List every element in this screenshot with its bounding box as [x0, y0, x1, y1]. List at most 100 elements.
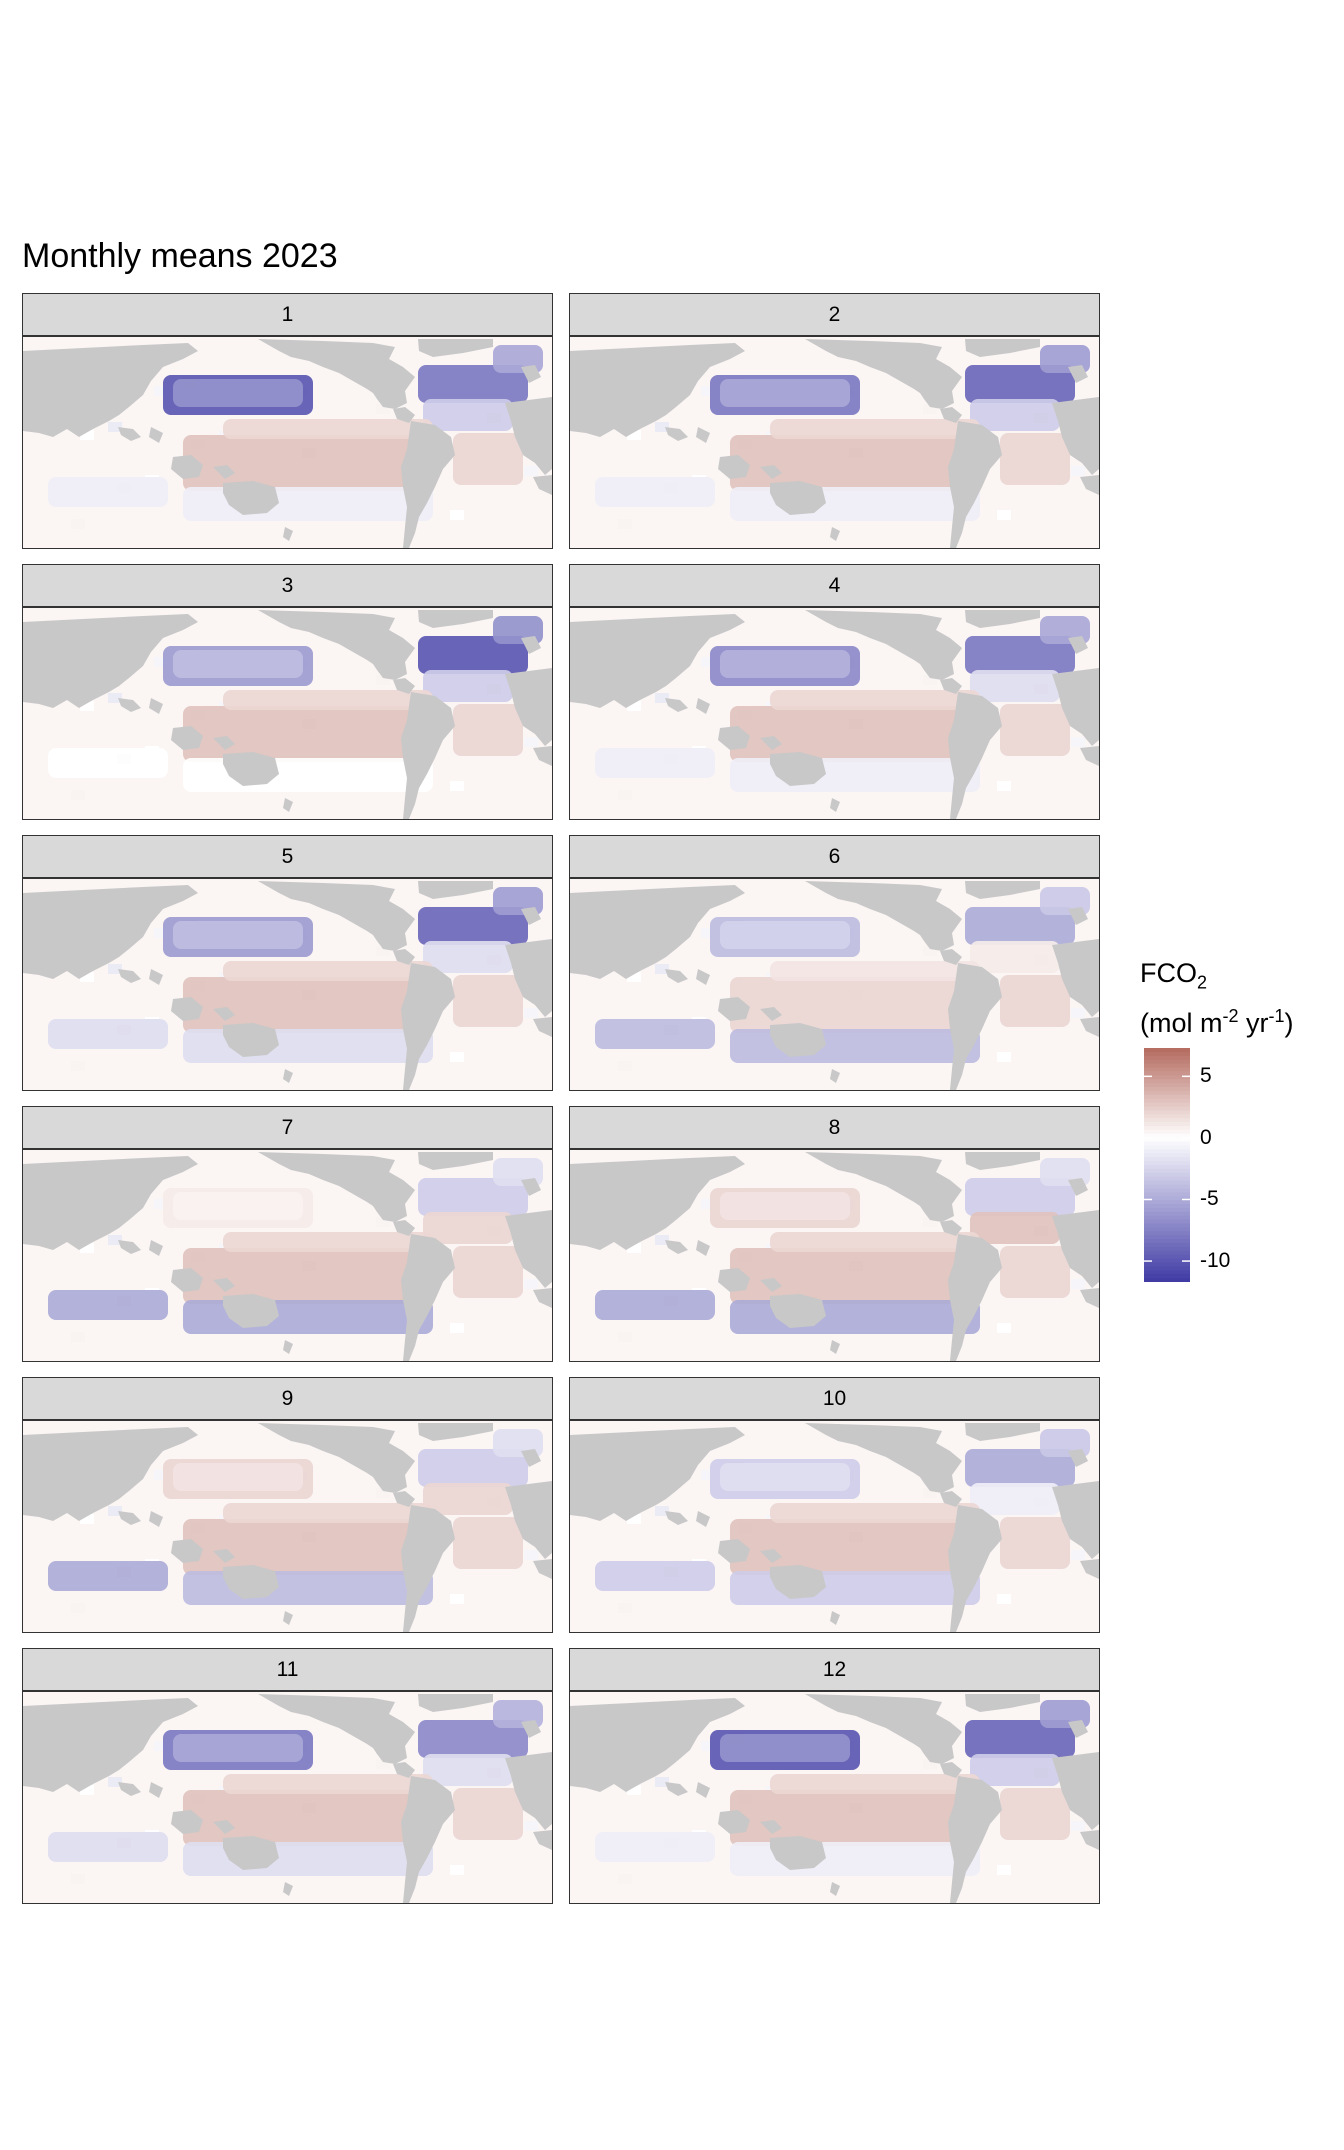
chart-title: Monthly means 2023 — [22, 237, 338, 275]
legend-unit-close: ) — [1284, 1008, 1294, 1039]
flux-cell-background — [618, 1332, 632, 1342]
flux-cell-background — [997, 781, 1011, 791]
flux-region-subpolar-north-atlantic — [965, 636, 1075, 674]
land-mass — [401, 1776, 455, 1903]
flux-region-subarctic-north-pacific — [173, 379, 303, 407]
flux-region-subpolar-north-atlantic — [965, 1178, 1075, 1216]
legend-color-step — [1144, 1180, 1190, 1186]
facet-map-svg — [570, 608, 1099, 819]
legend-color-step — [1144, 1133, 1190, 1139]
legend-color-step — [1144, 1266, 1190, 1271]
facet-strip-label: 11 — [22, 1648, 553, 1692]
flux-region-subtropical-north-atlantic — [970, 941, 1060, 973]
flux-cell-background — [997, 510, 1011, 520]
facet-map — [22, 877, 553, 1091]
flux-region-southern-indian-ocean — [595, 1832, 715, 1862]
facet-strip-label: 8 — [569, 1106, 1100, 1150]
land-mass — [393, 678, 415, 694]
flux-cell-background — [618, 1874, 632, 1884]
flux-region-subarctic-north-pacific — [173, 1192, 303, 1220]
flux-region-tropical-atlantic — [1000, 704, 1070, 756]
land-mass — [1052, 1481, 1099, 1559]
facet-map-svg — [23, 1421, 552, 1632]
legend-color-step — [1144, 1278, 1190, 1282]
land-mass — [1080, 1559, 1099, 1579]
flux-region-southern-indian-ocean — [48, 477, 168, 507]
land-mass — [718, 997, 750, 1021]
land-mass — [760, 465, 782, 479]
land-mass — [948, 1776, 1002, 1903]
land-mass — [805, 1423, 962, 1493]
land-mass — [805, 339, 962, 409]
land-mass — [948, 1234, 1002, 1361]
legend-color-step — [1144, 1227, 1190, 1232]
facet-map — [569, 1419, 1100, 1633]
flux-cell-background — [701, 1741, 715, 1751]
flux-region-equatorial-pacific — [183, 1248, 433, 1304]
flux-cell-background — [701, 657, 715, 667]
land-mass — [418, 339, 493, 357]
facet-panel-month-7: 7 — [22, 1106, 553, 1362]
facet-map — [569, 877, 1100, 1091]
flux-cell-background — [376, 675, 390, 685]
flux-region-subarctic-north-pacific — [173, 1463, 303, 1491]
land-mass — [760, 736, 782, 750]
legend-color-step — [1144, 1129, 1190, 1135]
legend-color-step — [1144, 1055, 1190, 1061]
land-mass — [948, 421, 1002, 548]
land-mass — [533, 746, 552, 766]
land-mass — [696, 698, 710, 714]
land-mass — [213, 1007, 235, 1021]
facet-panel-month-12: 12 — [569, 1648, 1100, 1904]
legend-color-step — [1144, 1126, 1190, 1131]
land-mass — [171, 997, 203, 1021]
flux-cell-background — [655, 1235, 669, 1245]
flux-region-subarctic-north-pacific — [173, 921, 303, 949]
flux-cell-background — [80, 430, 94, 440]
land-mass — [665, 427, 688, 441]
flux-cell-background — [71, 1332, 85, 1342]
flux-cell-background — [618, 790, 632, 800]
facet-map-svg — [23, 1150, 552, 1361]
flux-region-subtropical-north-atlantic — [970, 670, 1060, 702]
flux-region-equatorial-pacific — [770, 1503, 980, 1523]
flux-region-southern-indian-ocean — [48, 1832, 168, 1862]
land-mass — [258, 1694, 415, 1764]
flux-cell-background — [655, 693, 669, 703]
land-mass — [213, 1820, 235, 1834]
legend-color-step — [1144, 1102, 1190, 1108]
flux-region-equatorial-pacific — [770, 690, 980, 710]
facet-map-svg — [23, 337, 552, 548]
land-mass — [505, 1210, 552, 1288]
land-mass — [770, 1023, 826, 1057]
land-mass — [283, 1882, 293, 1896]
legend-tick-label: 5 — [1200, 1064, 1212, 1088]
land-mass — [805, 1152, 962, 1222]
land-mass — [118, 969, 141, 983]
legend-color-step — [1144, 1083, 1190, 1088]
land-mass — [1068, 1449, 1088, 1467]
flux-cell-background — [376, 1759, 390, 1769]
land-mass — [665, 1782, 688, 1796]
flux-region-subtropical-north-atlantic — [423, 670, 513, 702]
legend-color-step — [1144, 1219, 1190, 1225]
flux-region-subtropical-north-atlantic — [423, 941, 513, 973]
land-mass — [770, 1836, 826, 1870]
land-mass — [223, 752, 279, 786]
flux-cell-background — [923, 946, 937, 956]
land-mass — [665, 1240, 688, 1254]
facet-map — [22, 606, 553, 820]
flux-cell-background — [450, 1323, 464, 1333]
legend-color-step — [1144, 1235, 1190, 1240]
flux-cell-background — [80, 972, 94, 982]
legend-color-step — [1144, 1204, 1190, 1209]
flux-cell-background — [108, 1235, 122, 1245]
flux-region-equatorial-pacific — [770, 1232, 980, 1252]
land-mass — [23, 885, 198, 979]
flux-cell-background — [80, 1514, 94, 1524]
legend-color-step — [1144, 1137, 1190, 1143]
land-mass — [696, 1240, 710, 1256]
land-mass — [171, 455, 203, 479]
flux-region-equatorial-pacific — [223, 1232, 433, 1252]
land-mass — [965, 1423, 1040, 1441]
